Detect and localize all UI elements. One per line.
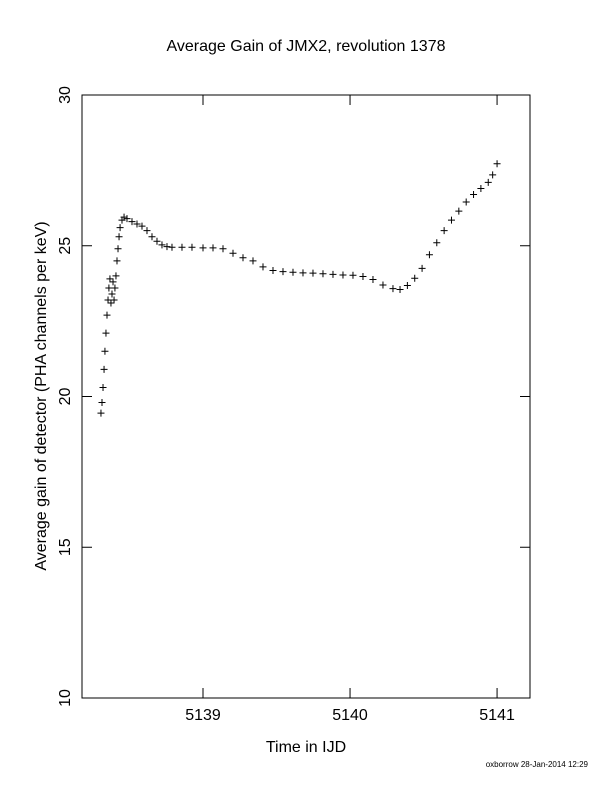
point (148, 233, 156, 241)
footer: oxborrow 28-Jan-2014 12:29 (486, 760, 589, 769)
point (209, 244, 217, 252)
point (455, 207, 463, 215)
point (259, 263, 267, 271)
point (188, 243, 196, 251)
point (493, 160, 501, 168)
point (239, 254, 247, 262)
x-axis-label: Time in IJD (266, 739, 346, 756)
y-tick-label: 15 (57, 538, 74, 556)
point (470, 190, 478, 198)
point (309, 269, 317, 277)
point (389, 285, 397, 293)
point (107, 299, 115, 307)
x-tick-label: 5139 (185, 707, 221, 724)
point (114, 245, 122, 253)
point (113, 257, 121, 265)
y-tick-label: 30 (57, 86, 74, 104)
point (229, 249, 237, 257)
point (143, 227, 151, 235)
x-tick-label: 5140 (332, 707, 368, 724)
point (199, 244, 207, 252)
point (289, 268, 297, 276)
point (105, 284, 113, 292)
point (339, 271, 347, 279)
point (349, 271, 357, 279)
plot-frame (81, 94, 531, 699)
chart-title: Average Gain of JMX2, revolution 1378 (167, 38, 446, 55)
point (110, 296, 118, 304)
point (99, 383, 107, 391)
point (477, 184, 485, 192)
point (418, 264, 426, 272)
point (219, 245, 227, 253)
y-tick-label: 10 (57, 689, 74, 707)
point (411, 274, 419, 282)
point (484, 178, 492, 186)
y-tick-label: 25 (57, 237, 74, 255)
point (279, 268, 287, 276)
point (133, 220, 141, 228)
point (319, 270, 327, 278)
point (128, 218, 136, 226)
point (100, 365, 108, 373)
point (111, 284, 119, 292)
x-tick-label: 5141 (479, 707, 515, 724)
point (369, 276, 377, 284)
point (104, 296, 112, 304)
point (403, 282, 411, 290)
point (489, 171, 497, 179)
point (396, 285, 404, 293)
point (249, 257, 257, 265)
point (120, 213, 128, 221)
point (462, 198, 470, 206)
point (123, 215, 131, 223)
point (447, 216, 455, 224)
point (163, 243, 171, 251)
point (103, 311, 111, 319)
point (329, 270, 337, 278)
point (299, 269, 307, 277)
point (138, 222, 146, 230)
point (101, 347, 109, 355)
point (116, 224, 124, 232)
point (102, 329, 110, 337)
point (168, 243, 176, 251)
point (108, 290, 116, 298)
point (425, 251, 433, 259)
point (359, 273, 367, 281)
point (153, 237, 161, 245)
point (115, 233, 123, 241)
point (440, 227, 448, 235)
point (109, 278, 117, 286)
point (98, 399, 106, 407)
point (106, 275, 114, 283)
point (112, 272, 120, 280)
point (433, 239, 441, 247)
point (158, 241, 166, 249)
y-tick-label: 20 (57, 388, 74, 406)
point (379, 281, 387, 289)
point (269, 266, 277, 274)
point (178, 243, 186, 251)
point (97, 409, 105, 417)
y-axis-label: Average gain of detector (PHA channels p… (33, 221, 50, 570)
